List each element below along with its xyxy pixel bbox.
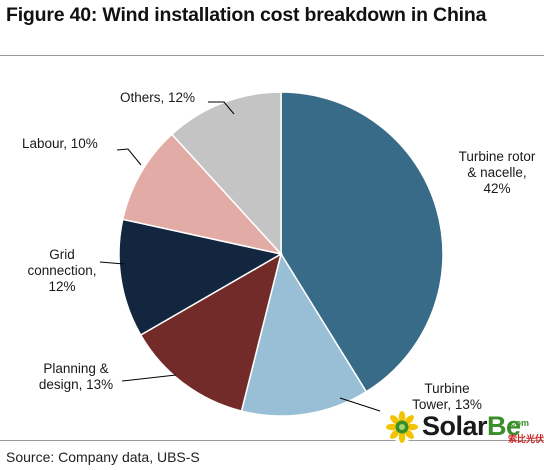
figure-title: Figure 40: Wind installation cost breakd… bbox=[6, 4, 487, 26]
leader-line-turbine-tower bbox=[339, 397, 381, 412]
pie-slice-grid-connection bbox=[118, 218, 284, 337]
pie-slices bbox=[118, 91, 444, 417]
solarbe-watermark-logo: SolarBe .com 索比光伏网 bbox=[384, 407, 544, 449]
leader-line-planning-and-design bbox=[121, 374, 177, 382]
pie-slice-labour bbox=[121, 133, 284, 256]
slice-label-turbine-rotor-and-nacelle: Turbine rotor & nacelle, 42% bbox=[459, 149, 536, 196]
slice-label-others: Others, 12% bbox=[120, 90, 195, 105]
pie-slice-turbine-rotor-and-nacelle bbox=[280, 91, 444, 393]
logo-domain: .com bbox=[508, 418, 530, 428]
logo-chinese-name: 索比光伏网 bbox=[508, 434, 544, 444]
pie-slice-turbine-tower bbox=[240, 252, 368, 417]
slice-label-turbine-tower: Turbine Tower, 13% bbox=[412, 381, 482, 412]
leader-lines bbox=[99, 101, 381, 412]
bottom-rule bbox=[0, 440, 544, 441]
pie-slice-others bbox=[170, 91, 282, 256]
pie-slice-planning-and-design bbox=[139, 252, 283, 413]
slice-label-grid-connection: Grid connection, 12% bbox=[27, 247, 96, 294]
leader-line-grid-connection bbox=[99, 261, 125, 265]
slice-labels: Turbine rotor & nacelle, 42% Turbine Tower, … bbox=[22, 90, 536, 412]
leader-line-labour bbox=[116, 148, 142, 166]
slice-label-planning-and-design: Planning & design, 13% bbox=[39, 361, 113, 392]
slice-label-labour: Labour, 10% bbox=[22, 136, 98, 151]
source-note: Source: Company data, UBS-S bbox=[6, 449, 200, 465]
logo-wordmark: SolarBe bbox=[422, 411, 521, 441]
top-rule bbox=[0, 55, 544, 56]
flower-logo-icon bbox=[386, 411, 418, 443]
leader-line-others bbox=[208, 101, 235, 115]
